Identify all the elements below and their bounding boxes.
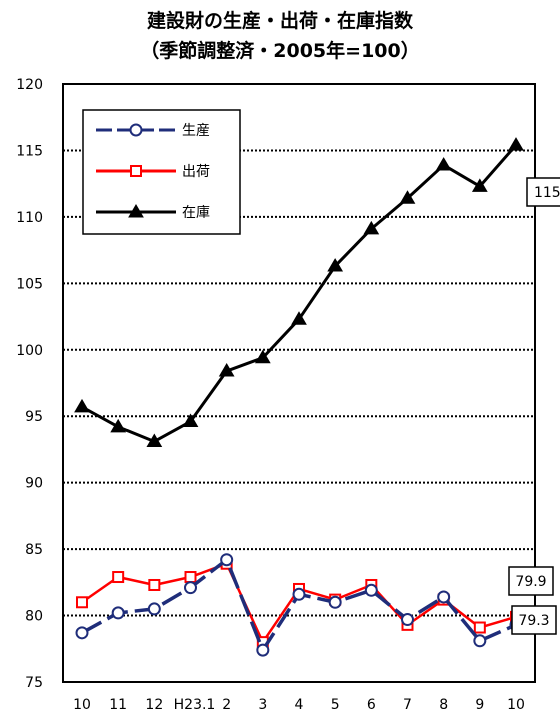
series-2	[74, 137, 524, 447]
y-tick-label: 115	[16, 143, 43, 159]
x-tick-label: 8	[439, 697, 448, 713]
data-point	[254, 349, 271, 364]
legend-entry: 生産	[96, 123, 210, 139]
grid-lines	[63, 149, 535, 617]
y-tick-label: 85	[25, 542, 43, 558]
y-tick-label: 90	[25, 476, 43, 492]
data-point	[220, 553, 234, 567]
callout-box	[511, 605, 557, 635]
data-callouts: 115.4 79.9 79.3	[508, 177, 560, 635]
callout-label: 115.4	[534, 185, 560, 201]
series-layer	[74, 137, 524, 657]
series-line	[81, 557, 517, 652]
callout-label: 79.3	[518, 613, 549, 629]
data-point	[471, 178, 488, 192]
data-point	[147, 602, 161, 616]
x-tick-label: 5	[331, 697, 340, 713]
x-tick-label: 11	[109, 697, 127, 713]
legend-marker	[129, 123, 143, 137]
data-point	[112, 571, 125, 584]
y-tick-label: 80	[25, 609, 43, 625]
data-point	[401, 613, 414, 627]
data-point	[364, 583, 378, 597]
legend-label: 出荷	[182, 164, 210, 180]
data-point	[473, 634, 487, 648]
x-tick-label: 10	[507, 697, 525, 713]
data-point	[182, 413, 199, 428]
data-point	[473, 621, 486, 634]
value-callout: 79.9	[508, 566, 554, 596]
y-tick-label: 75	[25, 675, 43, 691]
data-point	[508, 137, 524, 151]
x-tick-label: 6	[367, 697, 376, 713]
x-tick-label: 2	[222, 697, 231, 713]
data-point	[146, 433, 163, 447]
callout-box	[526, 177, 560, 207]
x-tick-label: 12	[145, 697, 163, 713]
legend-marker	[128, 204, 144, 218]
x-tick-label: 7	[403, 697, 412, 713]
data-point	[75, 626, 89, 640]
legend-label: 在庫	[182, 204, 210, 221]
data-point	[256, 643, 270, 657]
y-tick-label: 120	[16, 77, 43, 93]
data-point	[148, 578, 161, 591]
y-tick-label: 100	[16, 343, 43, 359]
data-point	[111, 606, 125, 620]
x-axis-ticks: 10 11 12 H23.1 2 3 4 5 6 7 8 9 10	[73, 697, 525, 713]
x-tick-label: 3	[258, 697, 267, 713]
data-point	[328, 595, 342, 609]
series-1	[76, 557, 522, 649]
data-point	[291, 311, 307, 325]
x-tick-label: 9	[475, 697, 484, 713]
data-point	[363, 220, 380, 235]
data-point	[218, 363, 235, 377]
y-tick-label: 95	[25, 409, 43, 425]
series-line	[81, 562, 517, 644]
plot-area-frame	[62, 83, 536, 683]
data-point	[292, 587, 306, 601]
y-axis-ticks: 75 80 85 90 95 100 105 110 115 120	[16, 77, 43, 691]
data-point	[327, 258, 344, 272]
data-point	[435, 157, 452, 171]
value-callout: 115.4	[526, 177, 560, 207]
data-point	[76, 596, 88, 609]
y-tick-label: 105	[16, 276, 43, 292]
value-callout: 79.3	[511, 605, 557, 635]
data-point	[184, 581, 197, 595]
chart-subtitle: （季節調整済・2005年=100）	[140, 40, 420, 62]
legend-entry: 出荷	[96, 164, 210, 180]
legend-label: 生産	[182, 123, 210, 139]
x-tick-label: 10	[73, 697, 91, 713]
x-tick-label: H23.1	[174, 697, 216, 713]
x-tick-label: 4	[295, 697, 304, 713]
data-point	[399, 190, 416, 204]
data-point	[110, 418, 127, 433]
legend-entry: 在庫	[96, 204, 210, 221]
data-point	[437, 590, 451, 604]
legend-marker	[130, 165, 142, 177]
data-point	[74, 398, 90, 413]
callout-label: 79.9	[515, 574, 546, 590]
data-point	[184, 571, 197, 584]
callout-box	[508, 566, 554, 596]
chart-title: 建設財の生産・出荷・在庫指数	[146, 10, 413, 32]
series-0	[75, 553, 523, 657]
y-tick-label: 110	[16, 210, 43, 226]
